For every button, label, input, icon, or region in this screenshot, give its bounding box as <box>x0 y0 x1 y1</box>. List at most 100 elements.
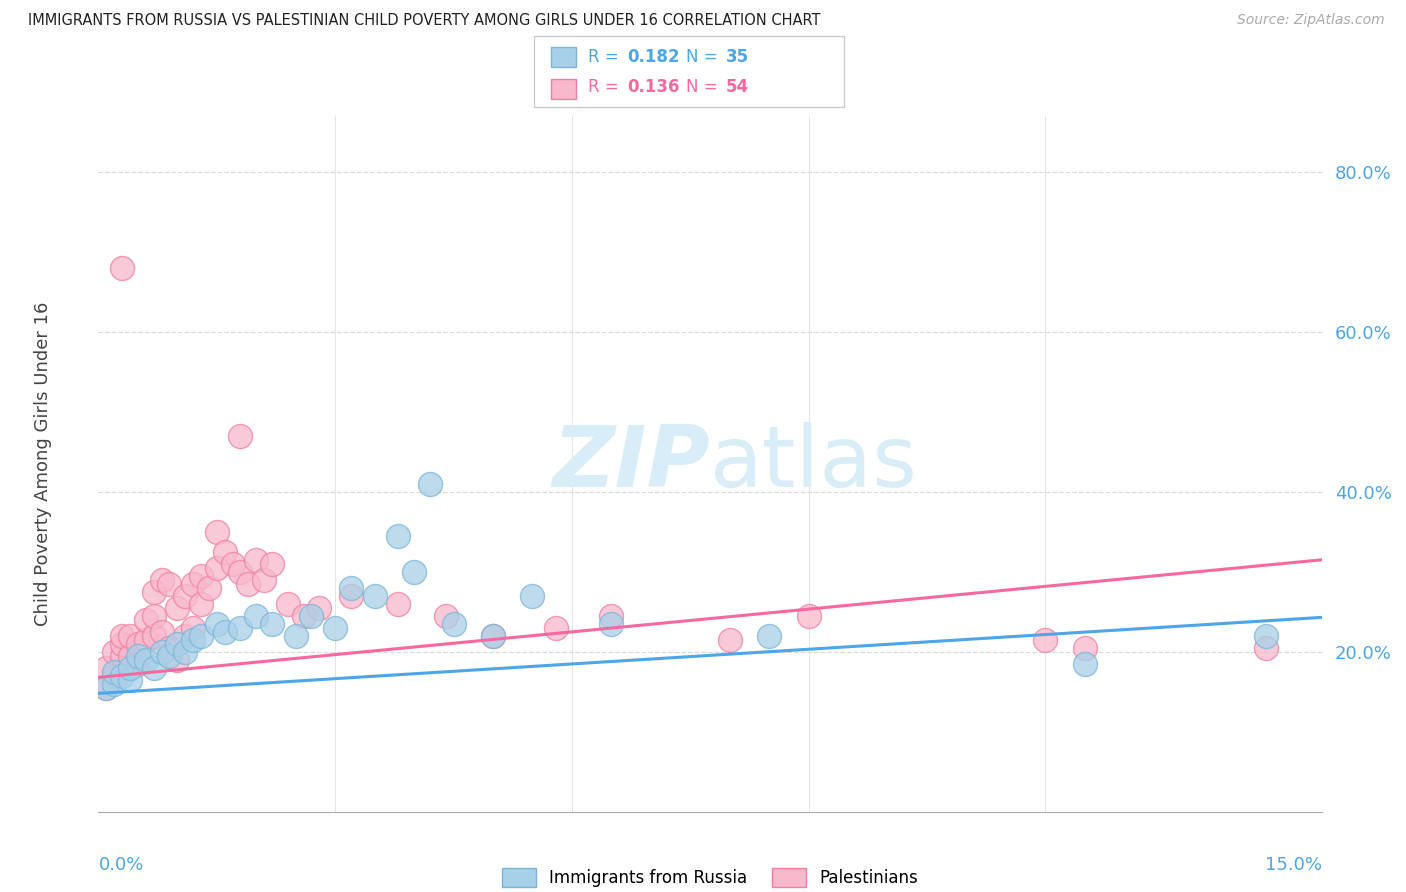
Point <box>103 645 125 659</box>
Point <box>150 645 173 659</box>
Text: IMMIGRANTS FROM RUSSIA VS PALESTINIAN CHILD POVERTY AMONG GIRLS UNDER 16 CORRELA: IMMIGRANTS FROM RUSSIA VS PALESTINIAN CH… <box>28 13 821 29</box>
Point <box>127 648 149 663</box>
Point <box>150 624 173 639</box>
Point <box>323 621 346 635</box>
Point <box>443 616 465 631</box>
Point <box>190 629 212 643</box>
Point <box>292 608 315 623</box>
Point <box>434 608 457 623</box>
Point <box>482 629 505 643</box>
Text: Child Poverty Among Girls Under 16: Child Poverty Among Girls Under 16 <box>34 301 52 626</box>
Point <box>103 665 125 679</box>
Point <box>181 632 204 647</box>
Point <box>166 637 188 651</box>
Point <box>150 573 173 587</box>
Point <box>205 616 228 631</box>
Point <box>127 637 149 651</box>
Point <box>363 589 385 603</box>
Point <box>166 600 188 615</box>
Point <box>797 608 820 623</box>
Point <box>387 597 409 611</box>
Point <box>127 657 149 671</box>
Point <box>142 629 165 643</box>
Text: 0.182: 0.182 <box>627 48 679 66</box>
Point <box>260 616 283 631</box>
Point <box>96 681 118 695</box>
Point <box>718 632 741 647</box>
Point <box>181 576 204 591</box>
Text: R =: R = <box>588 48 624 66</box>
Point <box>190 597 212 611</box>
Point <box>111 629 134 643</box>
Point <box>758 629 780 643</box>
Point <box>159 576 181 591</box>
Point <box>166 653 188 667</box>
Point <box>229 565 252 579</box>
Point <box>198 581 221 595</box>
Point <box>308 600 330 615</box>
Text: 15.0%: 15.0% <box>1264 855 1322 873</box>
Point <box>142 608 165 623</box>
Point <box>118 629 141 643</box>
Text: N =: N = <box>686 48 723 66</box>
Point <box>340 581 363 595</box>
Point <box>340 589 363 603</box>
Point <box>103 677 125 691</box>
Point <box>1256 629 1278 643</box>
Text: Source: ZipAtlas.com: Source: ZipAtlas.com <box>1237 13 1385 28</box>
Point <box>111 260 134 275</box>
Text: 54: 54 <box>725 78 748 96</box>
Text: ZIP: ZIP <box>553 422 710 506</box>
Point <box>1074 657 1097 671</box>
Point <box>118 661 141 675</box>
Point <box>284 629 307 643</box>
Point <box>229 621 252 635</box>
Point <box>135 653 157 667</box>
Point <box>600 616 623 631</box>
Point <box>522 589 544 603</box>
Point <box>600 608 623 623</box>
Legend: Immigrants from Russia, Palestinians: Immigrants from Russia, Palestinians <box>496 862 924 892</box>
Point <box>1035 632 1057 647</box>
Point <box>174 629 197 643</box>
Point <box>245 608 267 623</box>
Point <box>482 629 505 643</box>
Point <box>214 545 236 559</box>
Point <box>142 584 165 599</box>
Point <box>181 621 204 635</box>
Point <box>404 565 426 579</box>
Point <box>387 529 409 543</box>
Point <box>419 476 441 491</box>
Point <box>111 648 134 663</box>
Point <box>111 669 134 683</box>
Point <box>214 624 236 639</box>
Point <box>142 661 165 675</box>
Point <box>111 637 134 651</box>
Point <box>174 589 197 603</box>
Point <box>253 573 276 587</box>
Point <box>118 648 141 663</box>
Point <box>1256 640 1278 655</box>
Point <box>135 632 157 647</box>
Point <box>229 429 252 443</box>
Point <box>205 561 228 575</box>
Point <box>174 645 197 659</box>
Text: N =: N = <box>686 78 723 96</box>
Point <box>190 569 212 583</box>
Point <box>205 524 228 539</box>
Point <box>159 648 181 663</box>
Text: atlas: atlas <box>710 422 918 506</box>
Point <box>301 608 323 623</box>
Point <box>260 557 283 571</box>
Text: 35: 35 <box>725 48 748 66</box>
Text: R =: R = <box>588 78 624 96</box>
Point <box>221 557 243 571</box>
Point <box>238 576 260 591</box>
Point <box>546 621 568 635</box>
Point <box>1074 640 1097 655</box>
Point <box>118 673 141 687</box>
Text: 0.0%: 0.0% <box>98 855 143 873</box>
Point <box>96 681 118 695</box>
Text: 0.136: 0.136 <box>627 78 679 96</box>
Point <box>159 640 181 655</box>
